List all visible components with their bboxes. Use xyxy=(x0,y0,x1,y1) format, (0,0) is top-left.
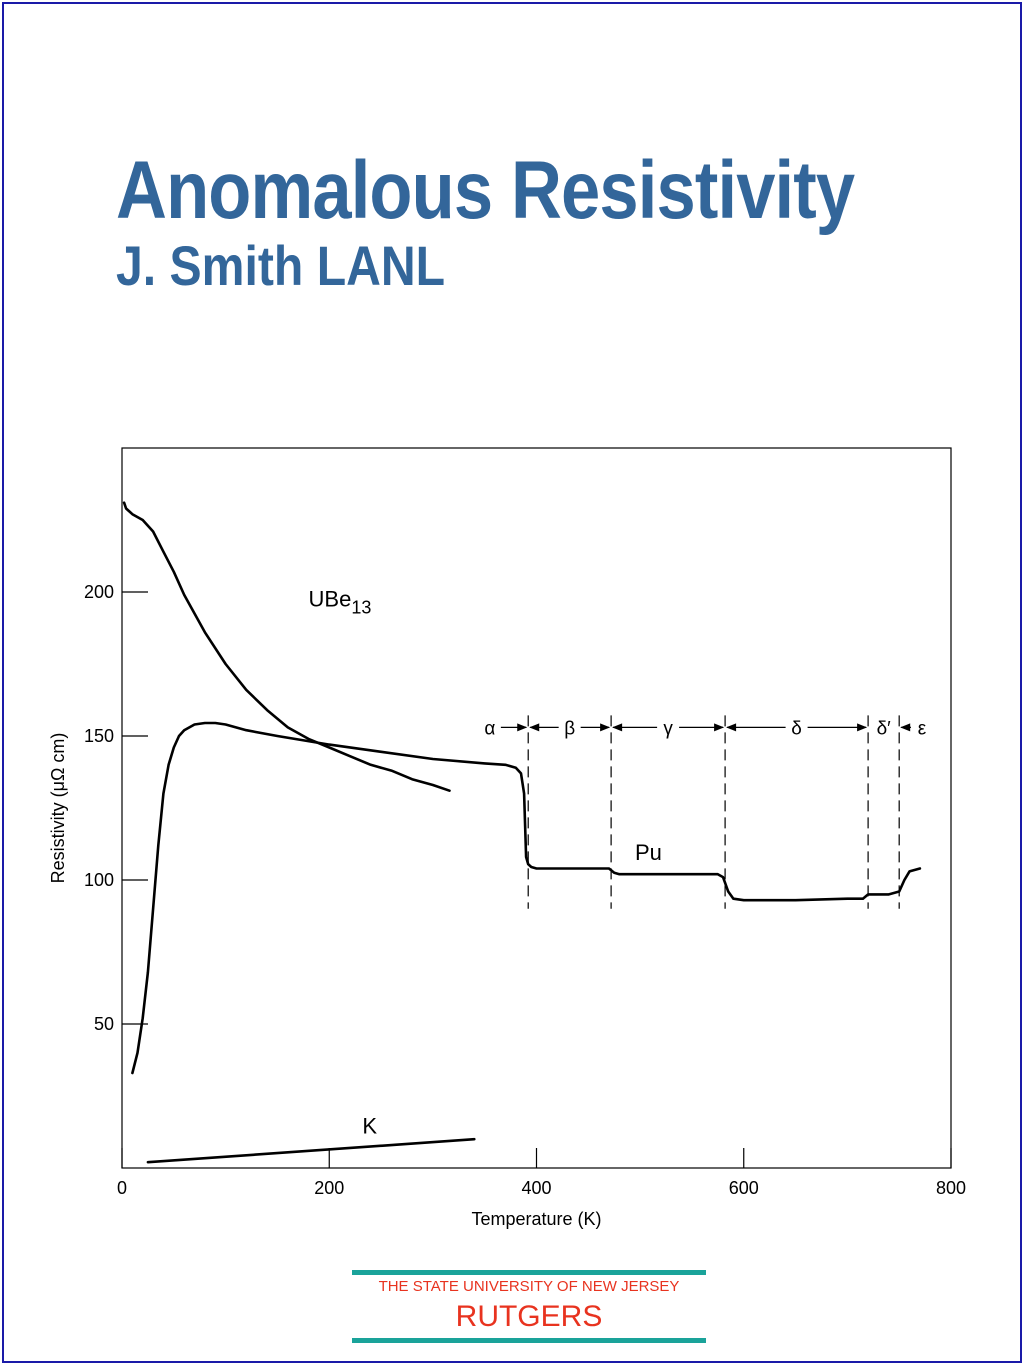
x-tick-label-2: 400 xyxy=(521,1178,551,1198)
chart-labels: Temperature (K) Resistivity (μΩ cm) UBe13 P… xyxy=(48,586,662,1229)
series-label-k: K xyxy=(362,1113,377,1138)
phase-label-2: γ xyxy=(663,718,673,739)
series-label-ube: UBe13 xyxy=(309,586,372,617)
phase-arrowhead-left-2 xyxy=(612,723,623,732)
chart-axes xyxy=(121,447,952,1169)
footer-bar-top xyxy=(352,1270,706,1275)
phase-arrowhead-right-1 xyxy=(600,723,611,732)
x-tick-label-4: 800 xyxy=(936,1178,966,1198)
chart-ticks: 0 200 400 600 800 50 100 150 200 xyxy=(84,582,966,1198)
university-name: RUTGERS xyxy=(455,1300,603,1333)
slide-title: Anomalous Resistivity xyxy=(116,145,855,236)
x-axis-label: Temperature (K) xyxy=(471,1209,601,1229)
phase-label-3: δ xyxy=(791,718,802,739)
y-tick-label-1: 100 xyxy=(84,870,114,890)
footer-bar-bottom xyxy=(352,1338,706,1343)
phase-label-5: ε xyxy=(918,718,927,739)
phase-label-1: β xyxy=(564,718,575,739)
phase-arrowhead-left-3 xyxy=(726,723,737,732)
phase-label-4: δ′ xyxy=(877,718,892,739)
y-tick-label-2: 150 xyxy=(84,726,114,746)
x-tick-label-3: 600 xyxy=(729,1178,759,1198)
phase-arrowhead-left-5 xyxy=(900,723,911,732)
y-tick-label-0: 50 xyxy=(94,1014,114,1034)
series-line-ube xyxy=(122,501,451,792)
y-axis-label: Resistivity (μΩ cm) xyxy=(48,733,68,884)
series-label-pu: Pu xyxy=(635,840,662,865)
phase-arrowhead-right-2 xyxy=(714,723,725,732)
university-tagline: THE STATE UNIVERSITY OF NEW JERSEY xyxy=(378,1278,680,1295)
series-label-subscript: 13 xyxy=(351,597,371,617)
phase-annotations: α β γ δ δ′ ε xyxy=(484,715,927,909)
phase-arrowhead-right-3 xyxy=(857,723,868,732)
series-line-k xyxy=(146,1137,476,1164)
slide-subtitle: J. Smith LANL xyxy=(116,234,446,297)
y-tick-label-3: 200 xyxy=(84,582,114,602)
series-line-pu xyxy=(131,721,922,1075)
x-tick-label-0: 0 xyxy=(117,1178,127,1198)
phase-arrowhead-right-0 xyxy=(517,723,528,732)
plot-frame xyxy=(121,447,952,1169)
phase-label-0: α xyxy=(484,718,495,739)
chart-series xyxy=(122,501,922,1164)
x-tick-label-1: 200 xyxy=(314,1178,344,1198)
phase-arrowhead-left-1 xyxy=(529,723,540,732)
